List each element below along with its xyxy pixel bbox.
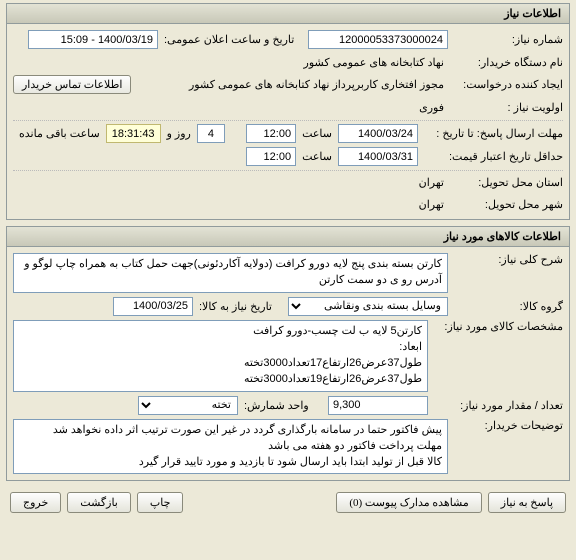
min-credit-time: 12:00 [246, 147, 296, 166]
view-docs-button[interactable]: مشاهده مدارک پیوست (0) [336, 492, 481, 513]
qty-value: 9,300 [328, 396, 428, 415]
min-credit-label: حداقل تاریخ اعتبار قیمت: [418, 150, 563, 163]
need-date-value: 1400/03/25 [113, 297, 193, 316]
goods-info-panel: اطلاعات کالاهای مورد نیاز شرح کلی نیاز: … [6, 226, 570, 481]
notes-value: پیش فاکتور حتما در سامانه بارگذاری گردد … [13, 419, 448, 475]
reply-time: 12:00 [246, 124, 296, 143]
goods-info-header: اطلاعات کالاهای مورد نیاز [7, 227, 569, 247]
bottom-toolbar: پاسخ به نیاز مشاهده مدارک پیوست (0) چاپ … [0, 487, 576, 518]
deliver-state-label: استان محل تحویل: [448, 176, 563, 189]
deliver-state-value: تهران [415, 174, 448, 191]
reply-button[interactable]: پاسخ به نیاز [488, 492, 566, 513]
requester-label: ایجاد کننده درخواست: [448, 78, 563, 91]
announce-label: تاریخ و ساعت اعلان عمومی: [158, 33, 308, 46]
days-label: روز و [161, 127, 197, 140]
reply-time-label: ساعت [296, 127, 338, 140]
spec-value: کارتن5 لایه ب لت چسب-دورو کرافت ابعاد: ط… [13, 320, 428, 392]
group-label: گروه کالا: [448, 300, 563, 313]
priority-value: فوری [415, 99, 448, 116]
unit-label: واحد شمارش: [238, 399, 328, 412]
qty-label: تعداد / مقدار مورد نیاز: [428, 399, 563, 412]
min-credit-date: 1400/03/31 [338, 147, 418, 166]
buyer-org-value: نهاد کتابخانه های عمومی کشور [300, 54, 448, 71]
need-date-label: تاریخ نیاز به کالا: [193, 300, 288, 313]
need-no-value: 12000053373000024 [308, 30, 448, 49]
desc-value: کارتن بسته بندی پنج لایه دورو کرافت (دول… [13, 253, 448, 293]
days-remain: 4 [197, 124, 225, 143]
priority-label: اولویت نیاز : [448, 101, 563, 114]
spec-label: مشخصات کالای مورد نیاز: [428, 320, 563, 333]
remain-label: ساعت باقی مانده [13, 127, 106, 140]
requester-value: مجوز افتخاری کاربرپرداز نهاد کتابخانه ها… [131, 76, 448, 93]
desc-label: شرح کلی نیاز: [448, 253, 563, 266]
view-docs-label: مشاهده مدارک پیوست [365, 497, 469, 509]
deliver-city-value: تهران [415, 196, 448, 213]
doc-count: (0) [349, 497, 362, 509]
deliver-city-label: شهر محل تحویل: [448, 198, 563, 211]
reply-deadline-label: مهلت ارسال پاسخ: تا تاریخ : [418, 127, 563, 140]
back-button[interactable]: بازگشت [67, 492, 131, 513]
need-no-label: شماره نیاز: [448, 33, 563, 46]
time-remain: 18:31:43 [106, 124, 161, 143]
contact-buyer-button[interactable]: اطلاعات تماس خریدار [13, 75, 131, 94]
notes-label: توضیحات خریدار: [448, 419, 563, 432]
need-info-body: شماره نیاز: 12000053373000024 تاریخ و سا… [7, 24, 569, 219]
goods-info-body: شرح کلی نیاز: کارتن بسته بندی پنج لایه د… [7, 247, 569, 480]
unit-select[interactable]: تخته [138, 396, 238, 415]
buyer-org-label: نام دستگاه خریدار: [448, 56, 563, 69]
reply-date: 1400/03/24 [338, 124, 418, 143]
min-credit-time-label: ساعت [296, 150, 338, 163]
group-select[interactable]: وسایل بسته بندی ونقاشی [288, 297, 448, 316]
need-info-panel: اطلاعات نیاز شماره نیاز: 120000533730000… [6, 3, 570, 220]
announce-value: 1400/03/19 - 15:09 [28, 30, 158, 49]
exit-button[interactable]: خروج [10, 492, 61, 513]
print-button[interactable]: چاپ [137, 492, 184, 513]
need-info-header: اطلاعات نیاز [7, 4, 569, 24]
